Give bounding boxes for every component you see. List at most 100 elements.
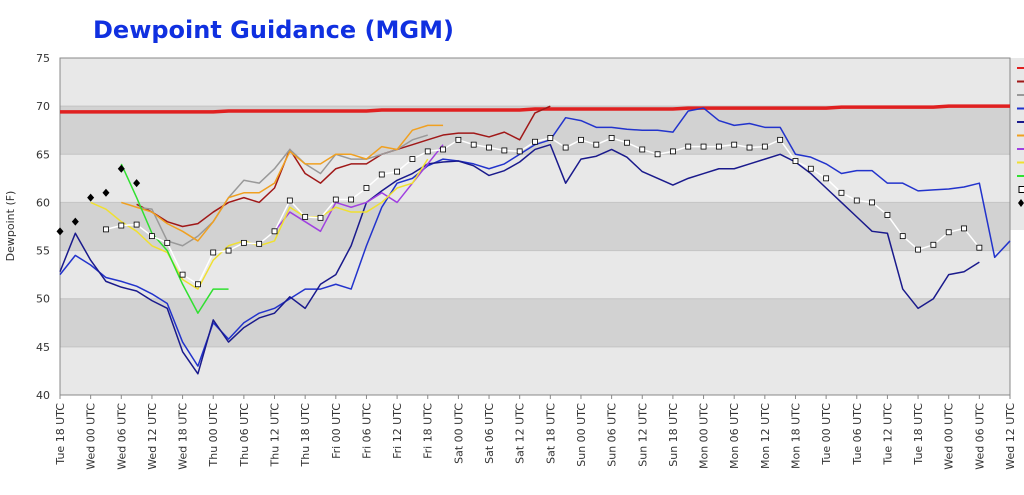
marker — [961, 225, 967, 232]
x-tick-label: Sun 18 UTC — [667, 403, 680, 467]
marker — [899, 233, 906, 240]
x-tick-label: Mon 06 UTC — [728, 403, 741, 469]
x-tick-label: Tue 18 UTC — [912, 403, 925, 466]
marker — [930, 241, 937, 248]
x-tick-label: Mon 00 UTC — [698, 403, 711, 469]
series-line — [105, 137, 980, 286]
marker — [685, 143, 692, 150]
x-tick-label: Wed 06 UTC — [973, 403, 986, 470]
marker — [869, 199, 875, 206]
x-tick-label: Sun 06 UTC — [606, 403, 619, 467]
marker — [271, 228, 278, 235]
x-tick-label: Fri 18 UTC — [422, 403, 435, 459]
marker — [470, 141, 477, 148]
marker — [210, 249, 217, 256]
x-tick-label: Wed 06 UTC — [115, 403, 128, 470]
x-tick-label: Thu 00 UTC — [207, 403, 220, 468]
x-tick-label: Sun 00 UTC — [575, 403, 588, 467]
marker — [915, 246, 921, 253]
series — [136, 134, 428, 247]
x-tick-label: Fri 06 UTC — [360, 403, 373, 459]
marker — [117, 164, 125, 173]
grid-band — [60, 250, 1010, 299]
legend-swatch — [1018, 199, 1024, 207]
marker — [102, 188, 110, 197]
marker — [317, 214, 324, 221]
marker — [639, 146, 646, 153]
marker — [746, 144, 753, 151]
marker — [654, 151, 661, 158]
marker — [608, 135, 615, 141]
x-tick-label: Thu 18 UTC — [299, 403, 312, 468]
y-tick-label: 40 — [36, 389, 50, 402]
series — [60, 104, 1010, 114]
marker — [409, 156, 416, 163]
grid-band — [60, 346, 1010, 395]
marker — [486, 144, 492, 151]
marker — [501, 147, 508, 154]
chart-title: Dewpoint Guidance (MGM) — [93, 16, 454, 44]
marker — [440, 146, 446, 153]
x-tick-label: Mon 12 UTC — [759, 403, 772, 469]
marker — [945, 229, 952, 236]
x-tick-label: Thu 06 UTC — [238, 403, 251, 468]
marker — [823, 175, 830, 182]
marker — [761, 143, 768, 150]
series — [136, 105, 551, 228]
marker — [884, 212, 891, 218]
x-tick-label: Tue 00 UTC — [820, 403, 833, 466]
marker — [777, 136, 784, 143]
marker — [378, 171, 385, 178]
marker — [348, 196, 355, 203]
marker — [792, 158, 799, 164]
x-tick-label: Sat 18 UTC — [544, 403, 557, 464]
y-tick-label: 65 — [36, 148, 50, 161]
y-tick-label: 70 — [36, 100, 50, 113]
marker — [286, 197, 293, 204]
y-tick-label: 55 — [36, 245, 50, 258]
series-line — [60, 104, 1010, 114]
marker — [700, 143, 707, 150]
series-line — [59, 143, 980, 375]
x-tick-label: Tue 18 UTC — [54, 403, 67, 466]
marker — [532, 138, 538, 145]
y-axis-label: Dewpoint (F) — [4, 191, 17, 262]
x-tick-label: Wed 00 UTC — [943, 403, 956, 470]
grid-band — [60, 154, 1010, 203]
grid-band — [60, 202, 1010, 251]
grid-band — [60, 58, 1010, 107]
marker — [133, 221, 140, 228]
marker — [256, 240, 263, 247]
x-tick-label: Fri 12 UTC — [391, 403, 404, 459]
x-tick-label: Wed 12 UTC — [1004, 403, 1017, 470]
x-tick-label: Wed 00 UTC — [85, 403, 98, 470]
marker — [394, 168, 400, 175]
marker — [578, 136, 584, 143]
marker — [302, 213, 309, 220]
series-line — [120, 163, 229, 314]
marker — [56, 227, 64, 236]
marker — [133, 179, 141, 188]
marker — [118, 222, 125, 229]
x-tick-label: Sat 12 UTC — [514, 403, 527, 464]
marker — [225, 247, 232, 254]
marker — [593, 141, 600, 148]
marker — [562, 144, 569, 151]
marker — [424, 148, 431, 155]
marker — [731, 141, 738, 148]
series-line — [121, 124, 444, 242]
marker — [624, 139, 630, 146]
series — [121, 124, 444, 242]
marker — [516, 148, 523, 155]
series-line — [136, 134, 428, 247]
series-line — [136, 105, 551, 228]
y-tick-label: 75 — [36, 52, 50, 65]
marker — [976, 244, 983, 251]
series — [56, 164, 141, 236]
series — [103, 135, 983, 288]
marker — [838, 189, 845, 196]
plot-frame — [59, 57, 1011, 396]
y-tick-label: 60 — [36, 196, 50, 209]
x-tick-label: Tue 12 UTC — [881, 403, 894, 466]
